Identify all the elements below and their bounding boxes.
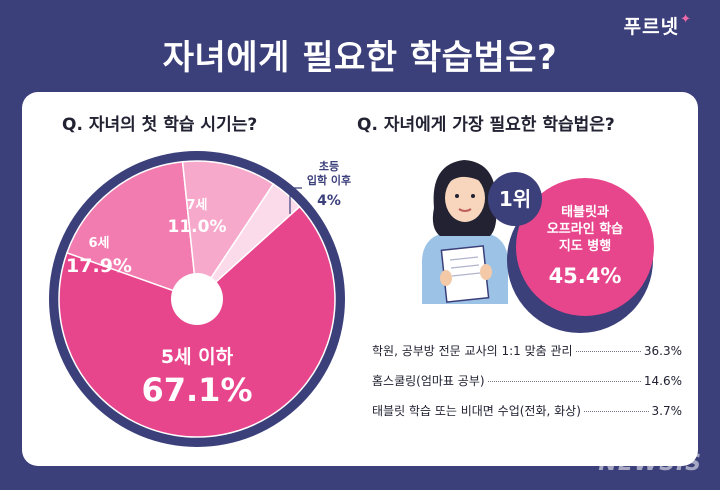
- leader-line: [289, 187, 302, 214]
- top-answer-bubble: 태블릿과 오프라인 학습 지도 병행 45.4%: [516, 178, 654, 316]
- answer-row: 태블릿 학습 또는 비대면 수업(전화, 화상) 3.7%: [372, 402, 682, 432]
- dotted-leader: [487, 381, 641, 382]
- student-illustration: [422, 160, 508, 304]
- pie-category: 5세 이하: [160, 346, 234, 368]
- answer-value: 3.7%: [651, 404, 683, 418]
- top-answer-value: 45.4%: [548, 264, 622, 288]
- left-question: Q. 자녀의 첫 학습 시기는?: [62, 115, 258, 135]
- pie-center-hole: [171, 273, 223, 325]
- right-question: Q. 자녀에게 가장 필요한 학습법은?: [357, 115, 615, 135]
- answer-label: 태블릿 학습 또는 비대면 수업(전화, 화상): [372, 404, 581, 418]
- pie-value: 4%: [317, 193, 341, 209]
- pie-label-7: 7세 11.0%: [162, 194, 232, 237]
- pie-label-5-under: 5세 이하 67.1%: [132, 342, 262, 409]
- pie-slice-2: [181, 160, 275, 302]
- dotted-leader: [583, 411, 649, 412]
- answer-value: 36.3%: [643, 344, 682, 358]
- dotted-leader: [575, 351, 641, 352]
- answer-value: 14.6%: [643, 374, 682, 388]
- answer-row: 학원, 공부방 전문 교사의 1:1 맞춤 관리 36.3%: [372, 342, 682, 372]
- pie-slice-1: [66, 160, 198, 301]
- pie-category: 6세: [88, 236, 110, 251]
- answer-list: 학원, 공부방 전문 교사의 1:1 맞춤 관리 36.3% 홈스쿨링(엄마표 공부…: [372, 342, 682, 432]
- pie-chart: [49, 151, 345, 447]
- top-answer-label: 태블릿과 오프라인 학습 지도 병행: [546, 205, 624, 254]
- pie-label-after-elementary: 초등 입학 이후 4%: [284, 160, 374, 209]
- brand-logo: 푸르넷✦: [623, 12, 692, 38]
- watermark: NEWSIS: [598, 451, 702, 476]
- answer-label: 홈스쿨링(엄마표 공부): [372, 374, 485, 388]
- pie-value: 67.1%: [141, 371, 253, 409]
- pie-category: 7세: [186, 198, 208, 213]
- pie-slice-3: [196, 183, 301, 300]
- answer-row: 홈스쿨링(엄마표 공부) 14.6%: [372, 372, 682, 402]
- rank-badge: 1위: [488, 172, 542, 226]
- page-title: 자녀에게 필요한 학습법은?: [162, 38, 558, 78]
- answer-label: 학원, 공부방 전문 교사의 1:1 맞춤 관리: [372, 344, 573, 358]
- content-card: Q. 자녀의 첫 학습 시기는? Q. 자녀에게 가장 필요한 학습법은? 5세…: [22, 92, 698, 466]
- pie-value: 17.9%: [66, 255, 132, 277]
- pie-category: 초등 입학 이후: [306, 160, 352, 187]
- pie-value: 11.0%: [167, 217, 227, 237]
- pie-label-6: 6세 17.9%: [54, 232, 144, 277]
